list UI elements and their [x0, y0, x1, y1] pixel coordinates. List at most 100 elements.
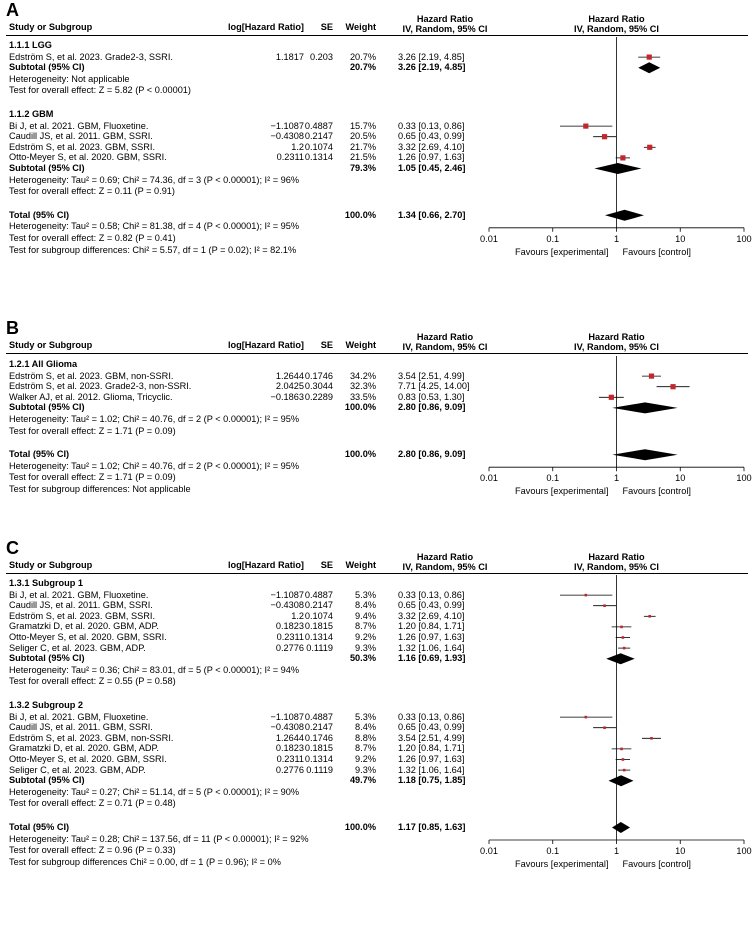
study-weight: 32.3%	[349, 381, 376, 392]
subtotal-weight: 50.3%	[349, 653, 376, 664]
subtotal-weight: 20.7%	[349, 62, 376, 73]
subtotal-label: Subtotal (95% CI)	[9, 775, 85, 786]
study-se: 0.1074	[304, 141, 333, 152]
study-loghr: 1.1817	[275, 51, 304, 62]
subtotal-ci: 1.18 [0.75, 1.85]	[398, 775, 466, 786]
study-name: Gramatzki D, et al. 2020. GBM, ADP.	[9, 743, 159, 754]
study-loghr: 0.2311	[276, 152, 304, 163]
study-weight: 15.7%	[349, 120, 376, 131]
point-estimate	[583, 123, 589, 129]
study-weight: 21.7%	[349, 141, 376, 152]
study-loghr: −1.1087	[270, 120, 304, 131]
panel-letter-a: A	[6, 0, 19, 20]
study-ci: 0.65 [0.43, 0.99]	[398, 600, 465, 611]
header-hr-text: Hazard Ratio	[416, 332, 474, 342]
study-se: 0.2147	[304, 131, 333, 142]
subtotal-ci: 1.05 [0.45, 2.46]	[398, 163, 466, 173]
subgroup-title: 1.1.2 GBM	[9, 109, 54, 119]
study-weight: 9.3%	[355, 642, 376, 653]
header-hr-plot: IV, Random, 95% CI	[574, 342, 659, 352]
study-name: Edström S, et al. 2023. GBM, SSRI.	[9, 610, 156, 621]
study-ci: 0.33 [0.13, 0.86]	[398, 120, 465, 131]
study-se: 0.1119	[306, 642, 333, 653]
study-ci: 1.32 [1.06, 1.64]	[398, 764, 465, 775]
study-weight: 8.7%	[355, 743, 376, 754]
subtotal-label: Subtotal (95% CI)	[9, 402, 85, 413]
summary-diamond	[608, 775, 634, 787]
study-loghr: −0.1863	[270, 391, 304, 402]
point-estimate	[647, 144, 653, 150]
study-se: 0.4887	[304, 711, 333, 722]
subgroup-title: 1.1.1 LGG	[9, 40, 52, 50]
header-hr-text: Hazard Ratio	[416, 14, 474, 24]
header-study: Study or Subgroup	[9, 560, 93, 570]
study-name: Gramatzki D, et al. 2020. GBM, ADP.	[9, 621, 159, 632]
favours-left-label: Favours [experimental]	[515, 247, 608, 257]
point-estimate	[622, 646, 626, 650]
point-estimate	[621, 758, 625, 761]
summary-diamond	[594, 163, 642, 174]
study-name: Edström S, et al. 2023. GBM, non-SSRI.	[9, 732, 174, 743]
study-weight: 8.4%	[355, 600, 376, 611]
subgroup-note: Heterogeneity: Not applicable	[9, 73, 130, 84]
point-estimate	[584, 715, 588, 719]
study-se: 0.1815	[304, 621, 333, 632]
forest-panel-c: C Study or Subgroup log[Hazard Ratio] SE We…	[0, 538, 754, 933]
study-loghr: 2.0425	[275, 381, 304, 392]
total-note: Test for subgroup differences: Not appli…	[9, 484, 191, 494]
study-ci: 1.20 [0.84, 1.71]	[398, 743, 465, 754]
study-se: 0.1074	[304, 610, 333, 621]
header-loghr: log[Hazard Ratio]	[227, 22, 304, 32]
summary-diamond	[612, 402, 678, 414]
header-study: Study or Subgroup	[9, 22, 93, 32]
study-weight: 34.2%	[349, 370, 376, 381]
total-note: Heterogeneity: Tau² = 0.58; Chi² = 81.38…	[9, 221, 300, 232]
summary-diamond	[638, 62, 661, 74]
point-estimate	[622, 768, 626, 772]
study-name: Edström S, et al. 2023. GBM, non-SSRI.	[9, 370, 174, 381]
subgroup-note: Heterogeneity: Tau² = 1.02; Chi² = 40.76…	[9, 414, 300, 424]
header-weight: Weight	[345, 340, 376, 350]
study-ci: 1.26 [0.97, 1.63]	[398, 152, 465, 163]
point-estimate	[620, 155, 626, 161]
study-ci: 1.20 [0.84, 1.71]	[398, 621, 465, 632]
subtotal-label: Subtotal (95% CI)	[9, 163, 85, 173]
study-loghr: −0.4308	[270, 131, 304, 142]
study-loghr: 0.2311	[276, 754, 304, 764]
x-tick-label: 1	[614, 846, 619, 856]
total-note: Test for overall effect: Z = 0.96 (P = 0…	[9, 845, 176, 856]
study-weight: 21.5%	[349, 152, 376, 163]
study-se: 0.1314	[304, 152, 333, 163]
study-name: Bi J, et al. 2021. GBM, Fluoxetine.	[9, 589, 149, 600]
total-ci: 1.17 [0.85, 1.63]	[398, 822, 466, 832]
forest-panel-b: B Study or Subgroup log[Hazard Ratio] SE We…	[0, 318, 754, 528]
header-rule	[6, 353, 748, 354]
subtotal-label: Subtotal (95% CI)	[9, 62, 85, 73]
header-loghr: log[Hazard Ratio]	[227, 560, 304, 570]
study-loghr: 1.2644	[275, 370, 304, 381]
x-tick-label: 0.1	[546, 473, 559, 483]
study-ci: 0.33 [0.13, 0.86]	[398, 589, 465, 600]
total-note: Heterogeneity: Tau² = 1.02; Chi² = 40.76…	[9, 460, 300, 471]
panel-letter-c: C	[6, 538, 19, 558]
header-hr-text: IV, Random, 95% CI	[402, 24, 488, 34]
header-se: SE	[320, 560, 333, 570]
total-label: Total (95% CI)	[9, 822, 70, 832]
point-estimate	[646, 54, 652, 60]
favours-left-label: Favours [experimental]	[515, 486, 608, 496]
total-note: Test for subgroup differences Chi² = 0.0…	[9, 856, 281, 867]
study-loghr: 0.1823	[275, 621, 304, 632]
study-se: 0.1314	[304, 632, 333, 642]
x-tick-label: 100	[736, 473, 751, 483]
total-weight: 100.0%	[344, 209, 376, 220]
header-hr-plot: IV, Random, 95% CI	[574, 24, 659, 34]
total-note: Test for subgroup differences: Chi² = 5.…	[9, 244, 297, 255]
study-weight: 9.3%	[355, 764, 376, 775]
total-ci: 2.80 [0.86, 9.09]	[398, 449, 466, 460]
study-se: 0.2289	[304, 391, 333, 402]
header-hr-plot: Hazard Ratio	[588, 14, 645, 24]
study-name: Otto-Meyer S, et al. 2020. GBM, SSRI.	[9, 632, 167, 642]
x-tick-label: 1	[614, 234, 619, 244]
study-name: Otto-Meyer S, et al. 2020. GBM, SSRI.	[9, 152, 167, 163]
study-name: Caudill JS, et al. 2011. GBM, SSRI.	[9, 722, 153, 733]
